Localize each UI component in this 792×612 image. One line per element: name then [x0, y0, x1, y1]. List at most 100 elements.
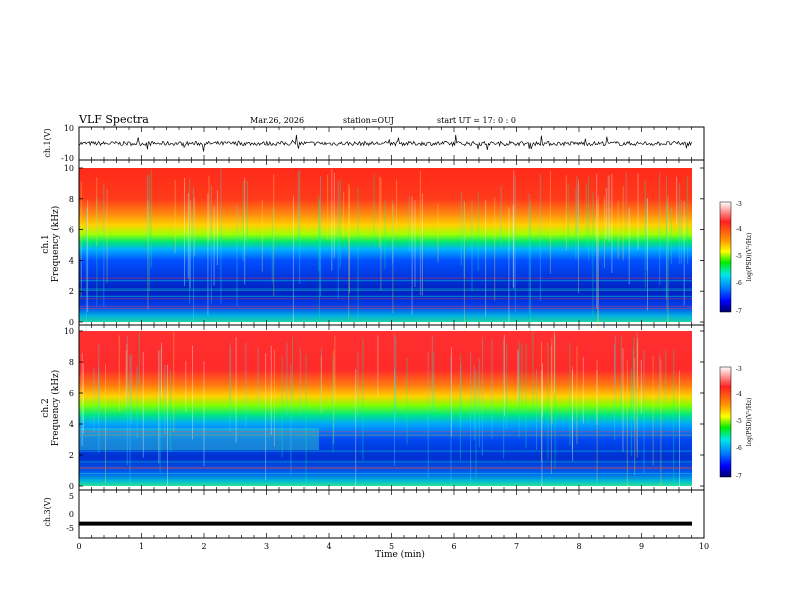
- spectrogram-streak: [327, 175, 328, 240]
- ch2-spectrogram-ytick-label: 8: [69, 358, 74, 367]
- spectrogram-streak: [151, 169, 152, 267]
- ch1-spectrogram-channel-label: ch.1: [41, 234, 51, 253]
- spectrogram-streak: [262, 200, 263, 272]
- ch1-ytick-bottom: -10: [61, 154, 74, 163]
- ch1-spectrogram-ytick-label: 4: [69, 256, 74, 265]
- spectrogram-streak: [504, 335, 505, 416]
- spectrogram-streak: [147, 201, 148, 310]
- spectrogram-streak: [207, 193, 208, 315]
- spectrogram-streak: [131, 354, 132, 424]
- spectrogram-streak: [633, 337, 634, 404]
- spectrogram-streak: [550, 171, 551, 274]
- spectrogram-streak: [379, 177, 380, 248]
- spectrogram-streak: [298, 172, 299, 239]
- spectrogram-streak: [243, 181, 244, 261]
- ch1-spectrogram-ytick-label: 6: [69, 226, 74, 235]
- spectrogram-streak: [637, 342, 638, 458]
- time-tick-label: 6: [451, 542, 456, 551]
- spectrogram-streak: [87, 200, 88, 311]
- spectrogram-streak: [451, 357, 452, 491]
- ch3-waveform-panel: 5 0 -5 ch.3(V): [43, 490, 704, 538]
- spectrogram-streak: [501, 186, 502, 247]
- figure-title: VLF Spectra: [78, 113, 149, 126]
- spectrogram-streak: [659, 172, 660, 285]
- spectrogram-streak: [611, 174, 612, 273]
- spectrogram-streak: [479, 359, 480, 448]
- spectrogram-streak: [300, 348, 301, 413]
- spectrogram-line: [79, 289, 692, 290]
- spectrogram-streak: [247, 181, 248, 246]
- spectrogram-streak: [578, 183, 579, 259]
- spectrogram-streak: [340, 180, 341, 267]
- spectrogram-line: [79, 296, 692, 297]
- spectrogram-streak: [334, 336, 335, 404]
- ch1-ylabel: ch.1(V): [43, 128, 52, 157]
- spectrogram-streak: [412, 196, 413, 314]
- spectrogram-streak: [184, 178, 185, 286]
- spectrogram-streak: [185, 361, 186, 412]
- spectrogram-streak: [609, 175, 610, 241]
- spectrogram-streak: [396, 180, 397, 234]
- spectrogram-line: [79, 306, 692, 307]
- spectrogram-streak: [293, 196, 294, 328]
- colorbar-ch1-tick-4: -7: [736, 308, 742, 315]
- spectrogram-streak: [149, 174, 150, 291]
- spectrogram-streak: [209, 176, 210, 241]
- ch2-spectrogram-ytick-label: 6: [69, 389, 74, 398]
- spectrogram-streak: [334, 173, 335, 259]
- spectrogram-streak: [529, 194, 530, 313]
- spectrogram-streak: [265, 353, 266, 480]
- spectrogram-streak: [541, 342, 542, 462]
- spectrogram-streak: [540, 173, 541, 300]
- spectrogram-streak: [533, 332, 534, 409]
- ch2-spectrogram-ylabel: Frequency (kHz): [50, 370, 61, 447]
- ch2-spectrogram-panel: 0 2 4 6 8 10 ch.2 Frequency (kHz): [41, 325, 704, 496]
- time-tick-label: 1: [139, 542, 144, 551]
- time-tick-label: 10: [699, 542, 709, 551]
- spectrogram-streak: [576, 176, 577, 233]
- spectrogram-streak: [292, 337, 293, 397]
- spectrogram-line: [79, 473, 692, 474]
- figure-start-time: start UT = 17: 0 : 0: [437, 116, 516, 125]
- spectrogram-streak: [608, 177, 609, 239]
- ch3-ytick-mid: 0: [69, 510, 74, 519]
- spectrogram-streak: [606, 188, 607, 239]
- colorbar-ch1-tick-2: -5: [736, 253, 742, 260]
- spectrogram-streak: [460, 355, 461, 461]
- spectrogram-line: [79, 308, 692, 309]
- spectrogram-streak: [422, 193, 423, 295]
- colorbar-ch2-tick-2: -5: [736, 418, 742, 425]
- spectrogram-streak: [647, 198, 648, 311]
- spectrogram-line: [79, 451, 692, 452]
- ch1-spectrogram-ytick-label: 8: [69, 195, 74, 204]
- spectrogram-streak: [83, 364, 84, 434]
- spectrogram-line: [79, 431, 692, 432]
- spectrogram-streak: [618, 201, 619, 259]
- ch2-spectrogram-ytick-label: 0: [69, 482, 74, 491]
- spectrogram-streak: [428, 352, 429, 479]
- spectrogram-streak: [355, 369, 356, 491]
- colorbar-ch1-scale: [720, 202, 731, 312]
- time-tick-label: 9: [639, 542, 644, 551]
- spectrogram-streak: [566, 175, 567, 251]
- colorbar-ch2-tick-3: -6: [736, 445, 742, 452]
- spectrogram-streak: [536, 369, 537, 449]
- spectrogram-streak: [103, 184, 104, 307]
- spectrogram-streak: [299, 170, 300, 284]
- spectrogram-streak: [569, 343, 570, 445]
- spectrogram-streak: [170, 370, 171, 452]
- spectrogram-streak: [671, 207, 672, 264]
- spectrogram-streak: [621, 337, 622, 422]
- ch3-ytick-top: 5: [69, 492, 74, 501]
- ch1-ytick-top: 10: [64, 124, 74, 133]
- spectrogram-streak: [119, 335, 120, 411]
- ch2-spectrogram-ytick-label: 2: [69, 451, 74, 460]
- ch1-spectrogram-ylabel: Frequency (kHz): [50, 206, 61, 283]
- spectrogram-streak: [137, 367, 138, 439]
- spectrogram-streak: [343, 192, 344, 238]
- spectrogram-streak: [598, 196, 599, 327]
- spectrogram-streak: [192, 346, 193, 440]
- spectrogram-streak: [127, 336, 128, 465]
- spectrogram-streak: [214, 206, 215, 286]
- ch3-ytick-bottom: -5: [66, 524, 74, 533]
